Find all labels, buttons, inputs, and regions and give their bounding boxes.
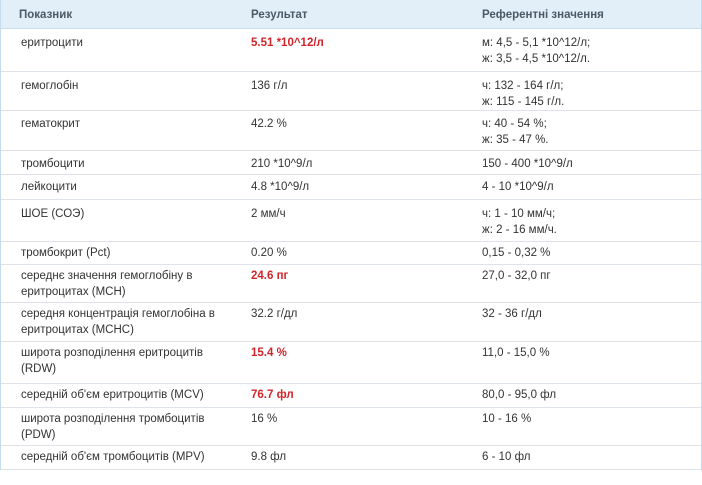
- indicator-name: гематокрит: [21, 118, 81, 130]
- result-value: 42.2 %: [251, 118, 287, 130]
- reference-range: 27,0 - 32,0 пг: [465, 265, 701, 302]
- reference-range: 80,0 - 95,0 фл: [465, 384, 701, 407]
- table-row: широта розподілення тромбоцитів (PDW) 16 …: [1, 408, 701, 446]
- table-row: широта розподілення еритроцитів (RDW) 15.…: [1, 342, 701, 384]
- table-row: гемоглобін 136 г/л ч: 132 - 164 г/л; ж: 115…: [1, 72, 701, 111]
- reference-line: ж: 115 - 145 г/л.: [482, 96, 565, 108]
- indicator-name: ШОЕ (СОЭ): [21, 208, 85, 220]
- lab-results-table: Показник Результат Референтні значення е…: [0, 0, 702, 470]
- reference-line: 32 - 36 г/дл: [482, 308, 542, 320]
- reference-range: 11,0 - 15,0 %: [465, 342, 701, 383]
- result-value-abnormal: 15.4 %: [251, 347, 287, 359]
- table-header: Показник Результат Референтні значення: [1, 0, 701, 29]
- header-reference: Референтні значення: [482, 9, 604, 21]
- reference-line: 150 - 400 *10^9/л: [482, 158, 573, 170]
- reference-line: м: 4,5 - 5,1 *10^12/л;: [482, 37, 591, 49]
- result-value: 210 *10^9/л: [251, 158, 313, 170]
- table-body: еритроцити 5.51 *10^12/л м: 4,5 - 5,1 *10^…: [1, 29, 701, 470]
- result-value: 9.8 фл: [251, 451, 287, 463]
- reference-range: 150 - 400 *10^9/л: [465, 151, 701, 174]
- reference-range: 32 - 36 г/дл: [465, 303, 701, 341]
- indicator-name: лейкоцити: [21, 181, 77, 193]
- table-row: гематокрит 42.2 % ч: 40 - 54 %; ж: 35 - 47 …: [1, 111, 701, 151]
- reference-line: 6 - 10 фл: [482, 451, 531, 463]
- reference-line: 0,15 - 0,32 %: [482, 247, 551, 259]
- indicator-name: гемоглобін: [21, 80, 79, 92]
- result-value-abnormal: 24.6 пг: [251, 270, 289, 282]
- table-row: середній об'єм тромбоцитів (MPV) 9.8 фл 6 …: [1, 446, 701, 470]
- table-row: тромбоцити 210 *10^9/л 150 - 400 *10^9/л: [1, 151, 701, 175]
- reference-range: 0,15 - 0,32 %: [465, 242, 701, 264]
- indicator-name: еритроцити: [21, 37, 83, 49]
- indicator-name: середнє значення гемоглобіну в еритроцит…: [21, 270, 193, 298]
- reference-range: 6 - 10 фл: [465, 446, 701, 469]
- table-row: тромбокрит (Pct) 0.20 % 0,15 - 0,32 %: [1, 242, 701, 265]
- reference-line: 4 - 10 *10^9/л: [482, 181, 554, 193]
- reference-line: ж: 3,5 - 4,5 *10^12/л.: [482, 53, 591, 65]
- indicator-name: широта розподілення еритроцитів (RDW): [21, 347, 203, 375]
- result-value-abnormal: 76.7 фл: [251, 389, 294, 401]
- table-row: середнє значення гемоглобіну в еритроцит…: [1, 265, 701, 303]
- reference-line: ч: 1 - 10 мм/ч;: [482, 208, 556, 220]
- reference-line: ч: 132 - 164 г/л;: [482, 80, 564, 92]
- table-row: лейкоцити 4.8 *10^9/л 4 - 10 *10^9/л: [1, 175, 701, 200]
- result-value: 4.8 *10^9/л: [251, 181, 310, 193]
- result-value: 16 %: [251, 413, 278, 425]
- header-result: Результат: [251, 9, 308, 21]
- reference-line: 11,0 - 15,0 %: [482, 347, 550, 359]
- reference-line: ч: 40 - 54 %;: [482, 118, 547, 130]
- indicator-name: тромбокрит (Pct): [21, 247, 111, 259]
- reference-range: 10 - 16 %: [465, 408, 701, 445]
- reference-range: м: 4,5 - 5,1 *10^12/л; ж: 3,5 - 4,5 *10^1…: [465, 29, 701, 71]
- indicator-name: середній об'єм еритроцитів (MCV): [21, 389, 204, 401]
- table-row: еритроцити 5.51 *10^12/л м: 4,5 - 5,1 *10^…: [1, 29, 701, 72]
- reference-range: ч: 132 - 164 г/л; ж: 115 - 145 г/л.: [465, 72, 701, 110]
- result-value: 0.20 %: [251, 247, 287, 259]
- table-row: ШОЕ (СОЭ) 2 мм/ч ч: 1 - 10 мм/ч; ж: 2 - 16 …: [1, 200, 701, 242]
- reference-line: 80,0 - 95,0 фл: [482, 389, 557, 401]
- indicator-name: середній об'єм тромбоцитів (MPV): [21, 451, 205, 463]
- indicator-name: широта розподілення тромбоцитів (PDW): [21, 413, 205, 441]
- reference-line: 10 - 16 %: [482, 413, 532, 425]
- result-value: 136 г/л: [251, 80, 288, 92]
- result-value-abnormal: 5.51 *10^12/л: [251, 37, 324, 49]
- reference-range: 4 - 10 *10^9/л: [465, 175, 701, 199]
- reference-range: ч: 40 - 54 %; ж: 35 - 47 %.: [465, 111, 701, 150]
- header-indicator: Показник: [19, 9, 73, 21]
- table-row: середній об'єм еритроцитів (MCV) 76.7 фл 8…: [1, 384, 701, 408]
- indicator-name: середня концентрація гемоглобіна в еритр…: [21, 308, 215, 336]
- reference-line: ж: 35 - 47 %.: [482, 134, 549, 146]
- indicator-name: тромбоцити: [21, 158, 85, 170]
- reference-range: ч: 1 - 10 мм/ч; ж: 2 - 16 мм/ч.: [465, 200, 701, 241]
- reference-line: 27,0 - 32,0 пг: [482, 270, 551, 282]
- reference-line: ж: 2 - 16 мм/ч.: [482, 224, 557, 236]
- result-value: 32.2 г/дл: [251, 308, 298, 320]
- table-row: середня концентрація гемоглобіна в еритр…: [1, 303, 701, 342]
- result-value: 2 мм/ч: [251, 208, 286, 220]
